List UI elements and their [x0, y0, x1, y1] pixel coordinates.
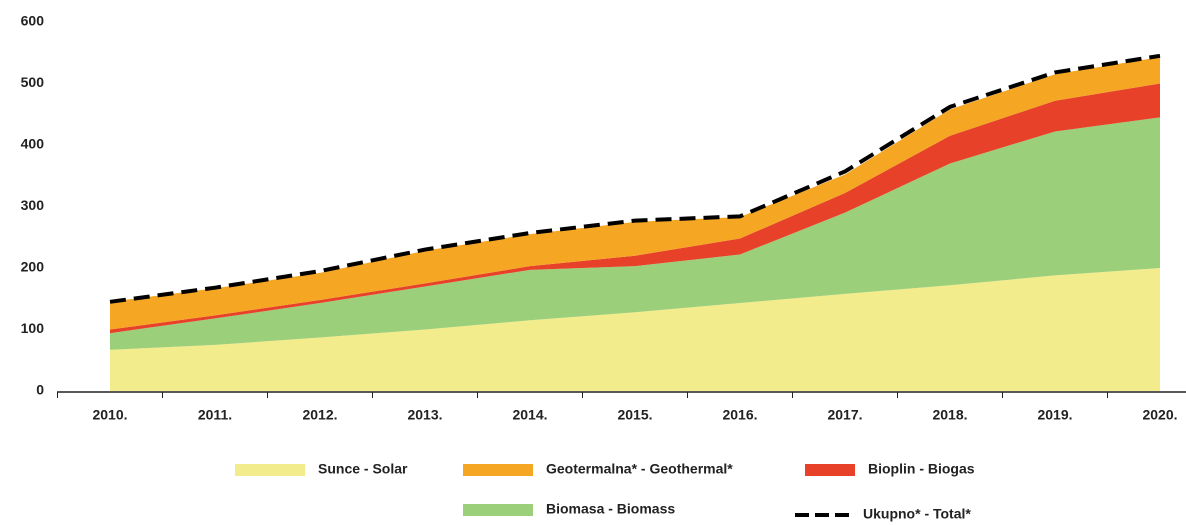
legend-label: Bioplin - Biogas — [868, 461, 975, 477]
y-tick-label: 0 — [36, 382, 44, 398]
x-tick-label: 2012. — [302, 407, 337, 423]
x-tick-label: 2018. — [932, 407, 967, 423]
x-tick-label: 2019. — [1037, 407, 1072, 423]
legend-swatch — [463, 464, 533, 476]
area — [110, 268, 1160, 391]
legend-label: Sunce - Solar — [318, 461, 408, 477]
area — [110, 83, 1160, 334]
x-tick-label: 2015. — [617, 407, 652, 423]
y-tick-label: 200 — [21, 259, 45, 275]
y-tick-label: 300 — [21, 197, 45, 213]
x-tick-label: 2011. — [198, 407, 232, 423]
legend-swatch — [805, 464, 855, 476]
legend-label: Geotermalna* - Geothermal* — [546, 461, 733, 477]
total-line — [109, 53, 1161, 304]
y-tick-label: 100 — [21, 320, 45, 336]
legend-label: Ukupno* - Total* — [863, 506, 971, 522]
area — [110, 117, 1160, 350]
x-tick-label: 2013. — [407, 407, 442, 423]
x-tick-label: 2010. — [92, 407, 127, 423]
area — [110, 57, 1160, 330]
x-tick-label: 2017. — [827, 407, 862, 423]
x-tick-label: 2014. — [512, 407, 547, 423]
y-tick-label: 600 — [21, 13, 45, 29]
x-tick-label: 2020. — [1142, 407, 1177, 423]
y-tick-label: 500 — [21, 74, 45, 90]
legend-swatch — [235, 464, 305, 476]
legend-swatch — [463, 504, 533, 516]
x-tick-label: 2016. — [722, 407, 757, 423]
y-tick-label: 400 — [21, 136, 45, 152]
legend-label: Biomasa - Biomass — [546, 501, 675, 517]
